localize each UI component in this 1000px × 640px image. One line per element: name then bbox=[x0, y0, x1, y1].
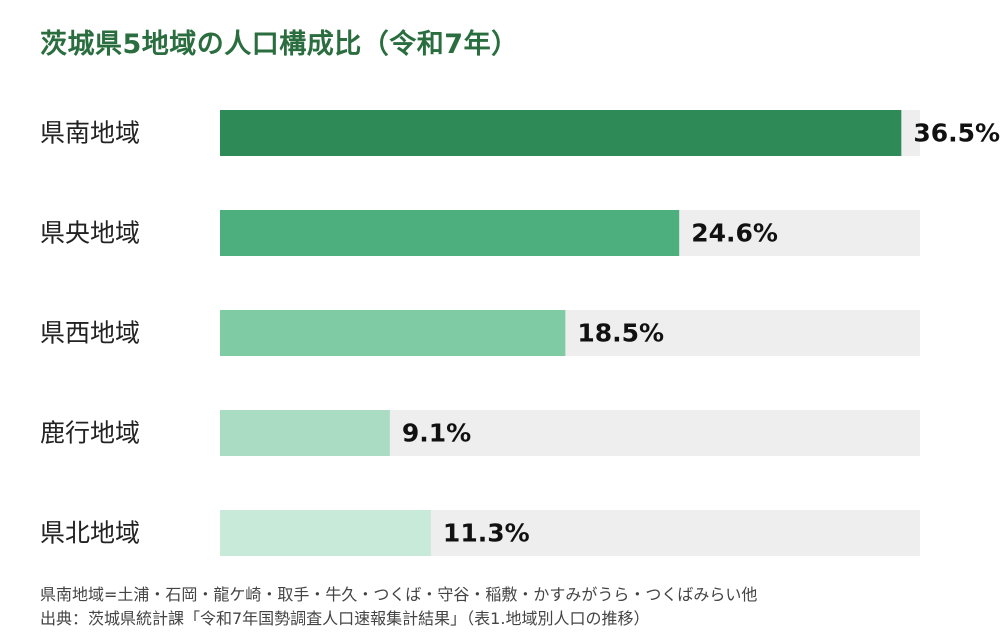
bar bbox=[220, 310, 566, 356]
category-label: 県南地域 bbox=[40, 119, 140, 148]
region-definition-note: 県南地域=土浦・石岡・龍ケ崎・取手・牛久・つくば・守谷・稲敷・かすみがうら・つく… bbox=[40, 585, 758, 604]
category-label: 鹿行地域 bbox=[40, 419, 140, 448]
value-label: 24.6% bbox=[691, 219, 778, 248]
value-label: 18.5% bbox=[577, 319, 664, 348]
bar bbox=[220, 110, 902, 156]
value-label: 36.5% bbox=[913, 119, 1000, 148]
bar bbox=[220, 210, 680, 256]
source-note: 出典：茨城県統計課「令和7年国勢調査人口速報集計結果」（表1.地域別人口の推移） bbox=[40, 609, 650, 628]
value-label: 9.1% bbox=[402, 419, 471, 448]
bar bbox=[220, 510, 431, 556]
chart-title: 茨城県5地域の人口構成比（令和7年） bbox=[40, 29, 519, 60]
bar bbox=[220, 410, 390, 456]
bar-chart: 県南地域 36.5% 県央地域 24.6% 県西地域 18.5% 鹿行地域 9.1% 県北地域 1… bbox=[40, 110, 1000, 556]
value-label: 11.3% bbox=[443, 519, 530, 548]
category-label: 県北地域 bbox=[40, 519, 140, 548]
category-label: 県西地域 bbox=[40, 319, 140, 348]
category-label: 県央地域 bbox=[40, 219, 140, 248]
